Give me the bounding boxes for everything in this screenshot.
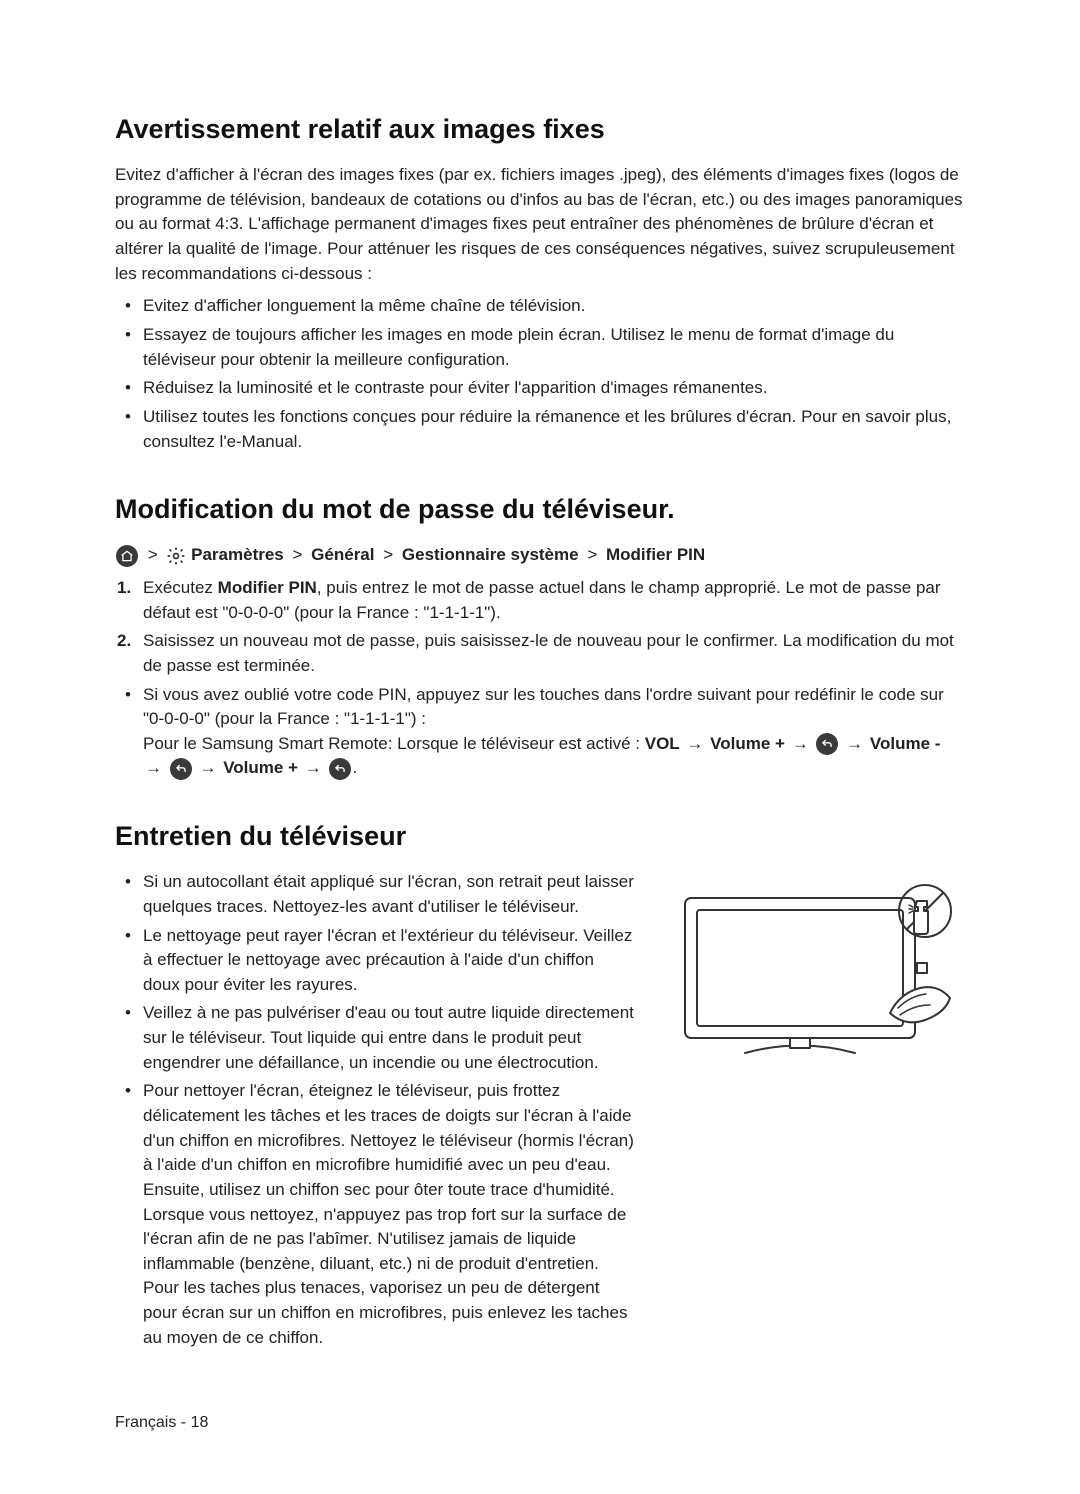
arrow-icon: →: [143, 756, 164, 781]
intro-paragraph: Evitez d'afficher à l'écran des images f…: [115, 163, 965, 286]
return-icon: [329, 758, 351, 780]
seq-vol: VOL: [645, 734, 680, 753]
password-section: Modification du mot de passe du télévise…: [115, 490, 965, 781]
heading-maintenance: Entretien du téléviseur: [115, 817, 965, 856]
bullet-line: Si vous avez oublié votre code PIN, appu…: [143, 685, 944, 729]
page-footer: Français - 18: [115, 1411, 208, 1434]
path-separator: >: [289, 543, 307, 568]
password-steps: Exécutez Modifier PIN, puis entrez le mo…: [115, 576, 965, 679]
arrow-icon: →: [197, 756, 218, 781]
heading-still-image: Avertissement relatif aux images fixes: [115, 110, 965, 149]
arrow-icon: →: [790, 732, 811, 757]
path-separator: >: [144, 543, 162, 568]
bullet-line-pre: Pour le Samsung Smart Remote: Lorsque le…: [143, 734, 645, 753]
still-image-warning-section: Avertissement relatif aux images fixes E…: [115, 110, 965, 454]
list-item: Pour nettoyer l'écran, éteignez le télév…: [143, 1079, 635, 1350]
list-item: Réduisez la luminosité et le contraste p…: [143, 376, 965, 401]
path-item: Gestionnaire système: [402, 545, 579, 564]
heading-password: Modification du mot de passe du télévise…: [115, 490, 965, 529]
home-icon: [116, 545, 138, 567]
return-icon: [170, 758, 192, 780]
seq-vol-plus: Volume +: [223, 758, 298, 777]
password-bullets: Si vous avez oublié votre code PIN, appu…: [115, 683, 965, 782]
seq-vol-minus: Volume -: [870, 734, 941, 753]
arrow-icon: →: [684, 732, 705, 757]
maintenance-bullets: Si un autocollant était appliqué sur l'é…: [115, 870, 635, 1350]
list-item: Utilisez toutes les fonctions conçues po…: [143, 405, 965, 454]
list-item: Veillez à ne pas pulvériser d'eau ou tou…: [143, 1001, 635, 1075]
step-bold: Modifier PIN: [218, 578, 317, 597]
seq-period: .: [352, 758, 357, 777]
arrow-icon: →: [844, 732, 865, 757]
tv-cleaning-illustration: [665, 870, 965, 1086]
arrow-icon: →: [303, 756, 324, 781]
settings-icon: [166, 546, 186, 566]
list-item: Si un autocollant était appliqué sur l'é…: [143, 870, 635, 919]
list-item: Evitez d'afficher longuement la même cha…: [143, 294, 965, 319]
list-item: Si vous avez oublié votre code PIN, appu…: [143, 683, 965, 782]
return-icon: [816, 733, 838, 755]
list-item: Essayez de toujours afficher les images …: [143, 323, 965, 372]
seq-vol-plus: Volume +: [710, 734, 785, 753]
list-item: Le nettoyage peut rayer l'écran et l'ext…: [143, 924, 635, 998]
path-separator: >: [583, 543, 601, 568]
warning-bullets: Evitez d'afficher longuement la même cha…: [115, 294, 965, 454]
path-separator: >: [379, 543, 397, 568]
step-item: Exécutez Modifier PIN, puis entrez le mo…: [143, 576, 965, 625]
path-item: Général: [311, 545, 374, 564]
step-item: Saisissez un nouveau mot de passe, puis …: [143, 629, 965, 678]
path-item: Modifier PIN: [606, 545, 705, 564]
menu-path: > Paramètres > Général > Gestionnaire sy…: [115, 543, 965, 568]
path-item: Paramètres: [191, 545, 284, 564]
maintenance-section: Entretien du téléviseur Si un autocollan…: [115, 817, 965, 1354]
step-text: Exécutez: [143, 578, 218, 597]
